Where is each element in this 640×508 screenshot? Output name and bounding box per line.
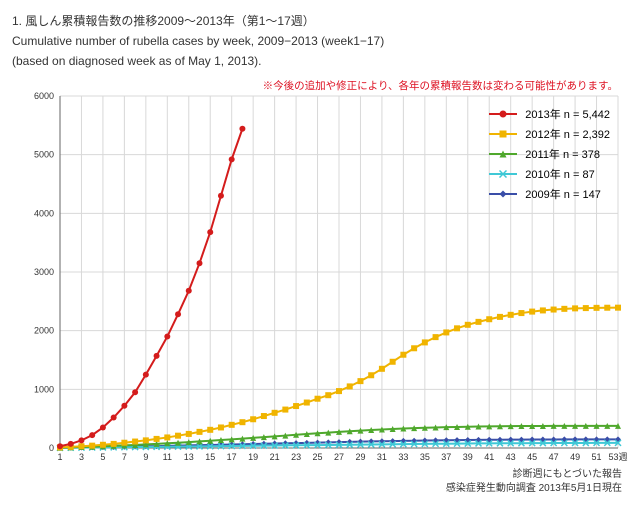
svg-text:3000: 3000 [34, 267, 54, 277]
title-en: Cumulative number of rubella cases by we… [12, 32, 628, 50]
legend-label-2011: 2011年 n = 378 [525, 146, 600, 162]
svg-text:45: 45 [527, 452, 537, 462]
legend-label-2009: 2009年 n = 147 [525, 186, 601, 202]
svg-text:2000: 2000 [34, 326, 54, 336]
chart-footer: 診断週にもとづいた報告 感染症発生動向調査 2013年5月1日現在 [446, 468, 622, 496]
legend-row-2010: 2010年 n = 87 [489, 166, 610, 182]
svg-text:1000: 1000 [34, 384, 54, 394]
legend: 2013年 n = 5,442 2012年 n = 2,392 2011年 n = … [489, 106, 610, 206]
svg-text:53週: 53週 [608, 452, 627, 462]
svg-text:49: 49 [570, 452, 580, 462]
title-jp: 1. 風しん累積報告数の推移2009〜2013年（第1〜17週） [12, 12, 628, 30]
chart-container: ※今後の追加や修正により、各年の累積報告数は変わる可能性があります。 0 1000… [12, 76, 628, 496]
svg-text:5: 5 [100, 452, 105, 462]
svg-text:7: 7 [122, 452, 127, 462]
svg-text:31: 31 [377, 452, 387, 462]
svg-text:15: 15 [205, 452, 215, 462]
svg-text:37: 37 [441, 452, 451, 462]
svg-text:6000: 6000 [34, 91, 54, 101]
svg-text:23: 23 [291, 452, 301, 462]
legend-row-2011: 2011年 n = 378 [489, 146, 610, 162]
svg-text:27: 27 [334, 452, 344, 462]
svg-text:11: 11 [163, 452, 172, 462]
svg-text:35: 35 [420, 452, 430, 462]
svg-text:0: 0 [49, 443, 54, 453]
svg-text:29: 29 [355, 452, 365, 462]
legend-label-2010: 2010年 n = 87 [525, 166, 594, 182]
legend-row-2009: 2009年 n = 147 [489, 186, 610, 202]
legend-label-2013: 2013年 n = 5,442 [525, 106, 610, 122]
svg-text:25: 25 [313, 452, 323, 462]
title-sub: (based on diagnosed week as of May 1, 20… [12, 52, 628, 70]
svg-text:39: 39 [463, 452, 473, 462]
svg-text:33: 33 [398, 452, 408, 462]
svg-text:4000: 4000 [34, 208, 54, 218]
svg-text:19: 19 [248, 452, 258, 462]
svg-text:13: 13 [184, 452, 194, 462]
svg-text:3: 3 [79, 452, 84, 462]
footer-line-1: 診断週にもとづいた報告 [446, 468, 622, 482]
svg-text:1: 1 [57, 452, 62, 462]
svg-text:5000: 5000 [34, 150, 54, 160]
footer-line-2: 感染症発生動向調査 2013年5月1日現在 [446, 482, 622, 496]
legend-row-2013: 2013年 n = 5,442 [489, 106, 610, 122]
svg-text:51: 51 [592, 452, 602, 462]
svg-text:41: 41 [484, 452, 494, 462]
legend-label-2012: 2012年 n = 2,392 [525, 126, 610, 142]
svg-text:43: 43 [506, 452, 516, 462]
svg-text:47: 47 [549, 452, 559, 462]
warning-note: ※今後の追加や修正により、各年の累積報告数は変わる可能性があります。 [263, 78, 618, 93]
legend-row-2012: 2012年 n = 2,392 [489, 126, 610, 142]
svg-text:21: 21 [270, 452, 280, 462]
svg-text:17: 17 [227, 452, 237, 462]
svg-text:9: 9 [143, 452, 148, 462]
